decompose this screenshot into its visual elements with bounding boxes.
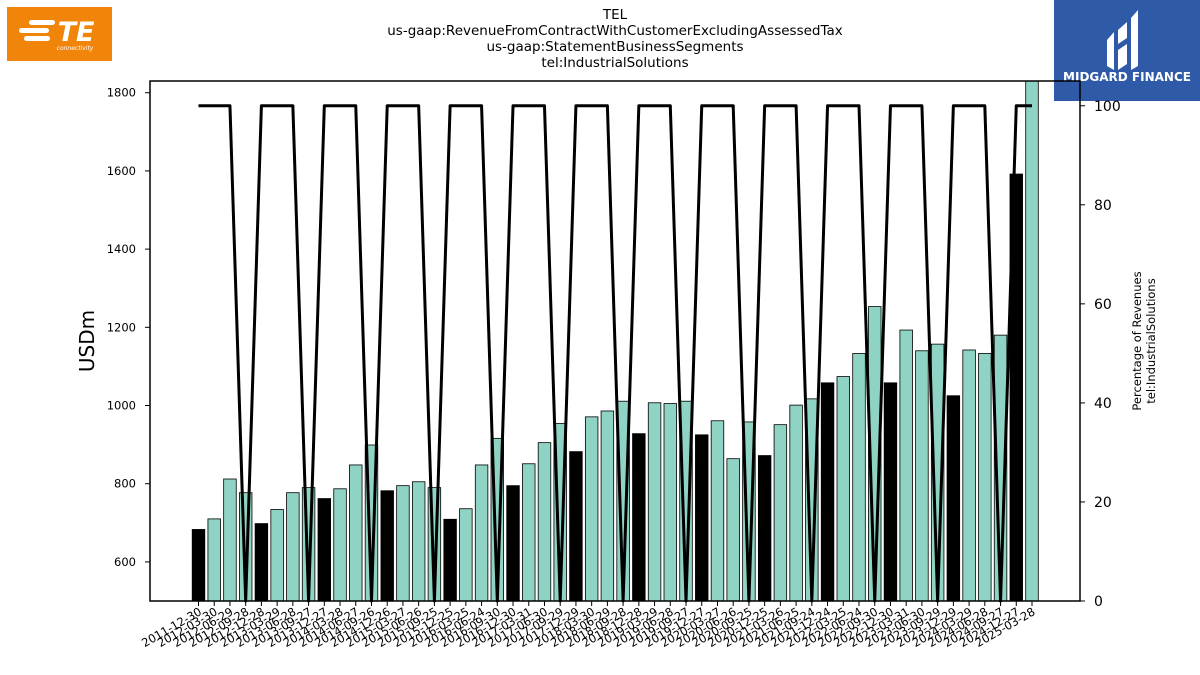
bar-2016-06-24 bbox=[474, 464, 489, 602]
y2-tick-label-0: 0 bbox=[1094, 594, 1103, 610]
y2-tick-label-100: 100 bbox=[1094, 99, 1121, 115]
midgard-logo-text: MIDGARD FINANCE bbox=[1063, 70, 1191, 84]
bar-2014-03-28 bbox=[333, 488, 347, 602]
y-tick-label-1400: 1400 bbox=[107, 242, 136, 256]
y-axis-label: USDm bbox=[75, 310, 99, 372]
te-logo-subtext: connectivity bbox=[57, 45, 94, 52]
bar-2019-06-28 bbox=[663, 403, 677, 602]
bar-2013-03-29 bbox=[270, 509, 284, 602]
y2-tick-label-60: 60 bbox=[1094, 297, 1112, 313]
bar-2024-06-28 bbox=[978, 353, 992, 602]
te-connectivity-logo: TE connectivity bbox=[7, 7, 112, 61]
bar-2015-06-26 bbox=[411, 481, 426, 602]
chart-title: TEL us-gaap:RevenueFromContractWithCusto… bbox=[0, 7, 1200, 71]
y-tick-label-1200: 1200 bbox=[107, 320, 136, 334]
bar-2024-03-29 bbox=[962, 349, 976, 602]
bar-2022-03-25 bbox=[836, 376, 850, 602]
axes-layer: 6008001000120014001600180002040608010020… bbox=[107, 80, 1121, 650]
te-logo-mark: TE connectivity bbox=[19, 17, 95, 52]
title-line-member: tel:IndustrialSolutions bbox=[541, 55, 689, 71]
midgard-logo-mark: MIDGARD FINANCE bbox=[1063, 10, 1191, 84]
percent-line-layer bbox=[198, 104, 1032, 603]
bar-2012-03-30 bbox=[207, 518, 221, 602]
bar-2021-12-24 bbox=[820, 382, 835, 602]
plot-frame bbox=[149, 80, 1081, 602]
y2-tick-label-40: 40 bbox=[1094, 396, 1112, 412]
bar-2023-06-30 bbox=[915, 350, 929, 602]
y2-axis-label-line-1: Percentage of Revenues bbox=[1130, 271, 1144, 410]
bar-2017-06-30 bbox=[537, 442, 552, 602]
bar-2017-12-29 bbox=[569, 451, 583, 602]
y-tick-label-1600: 1600 bbox=[107, 164, 136, 178]
bar-2022-12-30 bbox=[883, 382, 898, 602]
bar-2013-06-28 bbox=[286, 492, 300, 602]
title-line-axis: us-gaap:StatementBusinessSegments bbox=[486, 39, 744, 55]
bar-2014-12-26 bbox=[380, 490, 394, 602]
bar-2020-12-25 bbox=[757, 455, 772, 602]
y-tick-label-800: 800 bbox=[114, 477, 136, 491]
bar-2016-03-25 bbox=[459, 508, 473, 602]
y2-tick-label-20: 20 bbox=[1094, 495, 1112, 511]
title-line-concept: us-gaap:RevenueFromContractWithCustomerE… bbox=[387, 23, 843, 39]
bar-2013-12-27 bbox=[317, 498, 332, 602]
bar-2023-03-31 bbox=[899, 329, 913, 602]
bar-2025-03-28 bbox=[1025, 80, 1039, 602]
bar-2018-03-30 bbox=[584, 416, 599, 602]
y2-tick-label-80: 80 bbox=[1094, 198, 1112, 214]
bar-2012-12-28 bbox=[254, 523, 269, 602]
bar-2018-06-29 bbox=[600, 410, 615, 602]
bar-2019-03-29 bbox=[647, 402, 662, 602]
bar-2020-03-27 bbox=[710, 420, 725, 602]
bar-2012-06-29 bbox=[223, 478, 237, 602]
midgard-finance-logo: MIDGARD FINANCE bbox=[1054, 0, 1200, 101]
bar-2018-12-28 bbox=[632, 433, 646, 602]
bar-2017-03-31 bbox=[522, 463, 536, 602]
bar-2014-06-27 bbox=[349, 464, 363, 602]
y2-axis-label-line-2: tel:IndustrialSolutions bbox=[1144, 278, 1158, 403]
y-tick-label-1800: 1800 bbox=[107, 86, 136, 100]
bar-2022-06-24 bbox=[852, 353, 866, 602]
y-tick-label-1000: 1000 bbox=[107, 399, 136, 413]
te-logo-text: TE bbox=[58, 17, 95, 48]
bar-2015-12-25 bbox=[443, 518, 457, 602]
y-tick-label-600: 600 bbox=[114, 555, 136, 569]
bar-2016-12-30 bbox=[506, 485, 520, 602]
bar-2015-03-27 bbox=[396, 485, 410, 602]
percent-line bbox=[198, 104, 1032, 603]
bar-2020-06-26 bbox=[726, 458, 740, 602]
bar-2019-12-27 bbox=[695, 434, 709, 602]
title-line-company: TEL bbox=[602, 7, 628, 23]
bar-2011-12-30 bbox=[191, 529, 206, 602]
bar-2023-12-29 bbox=[946, 395, 961, 602]
bar-2021-06-25 bbox=[789, 404, 803, 602]
bar-2021-03-26 bbox=[773, 424, 788, 602]
